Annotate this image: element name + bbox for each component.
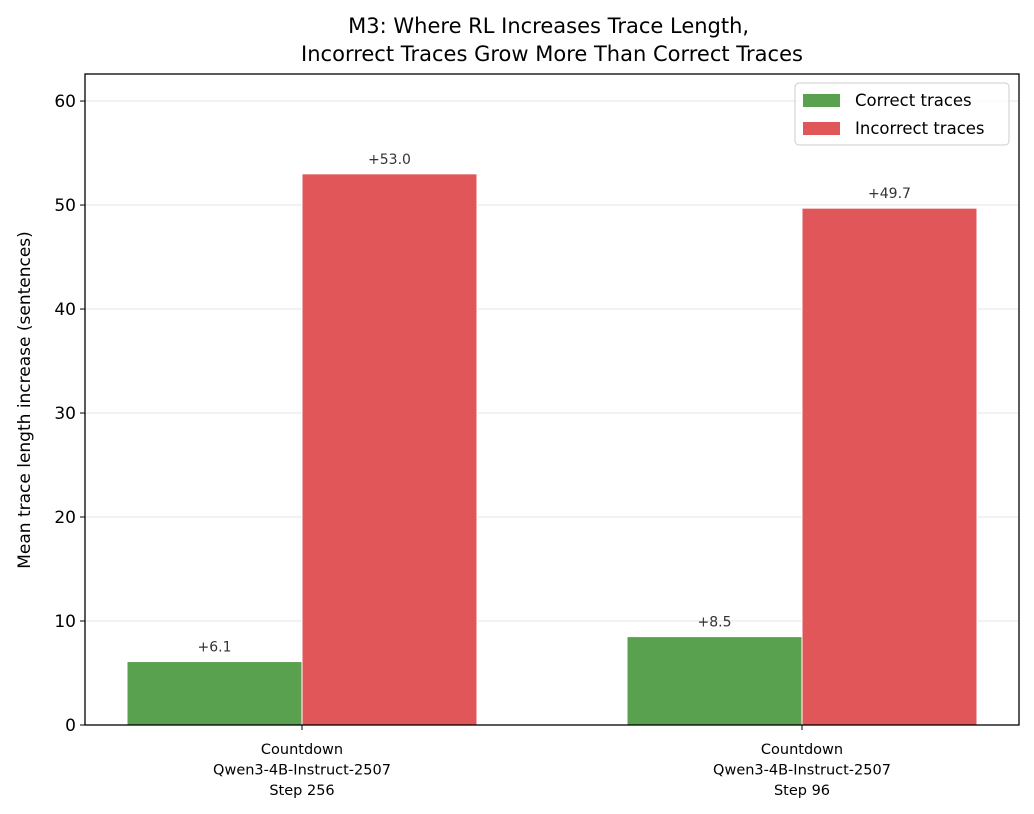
y-tick-label: 40 xyxy=(54,300,76,320)
y-tick-label: 60 xyxy=(54,92,76,112)
bars xyxy=(126,173,978,726)
data-label: +6.1 xyxy=(198,640,232,656)
y-tick-label: 50 xyxy=(54,196,76,216)
legend: Correct traces Incorrect traces xyxy=(794,82,1010,146)
bar-correct xyxy=(626,636,803,726)
legend-label: Incorrect traces xyxy=(855,119,985,138)
data-label: +8.5 xyxy=(698,615,732,631)
x-tick-label: Countdown Qwen3-4B-Instruct-2507 Step 96 xyxy=(713,742,891,799)
legend-box xyxy=(794,82,1010,146)
x-tick-label: Countdown Qwen3-4B-Instruct-2507 Step 256 xyxy=(213,742,391,799)
chart-title: M3: Where RL Increases Trace Length, Inc… xyxy=(301,14,803,66)
bar-incorrect xyxy=(301,173,478,726)
legend-swatch xyxy=(803,122,840,135)
y-tick-label: 0 xyxy=(65,716,76,736)
data-labels: +6.1 +53.0 +8.5 +49.7 xyxy=(198,152,911,656)
data-label: +49.7 xyxy=(868,186,911,202)
legend-label: Correct traces xyxy=(855,91,972,110)
y-tick-label: 20 xyxy=(54,508,76,528)
y-tick-label: 30 xyxy=(54,404,76,424)
y-axis-label: Mean trace length increase (sentences) xyxy=(15,231,35,569)
y-axis-ticks: 0 10 20 30 40 50 60 xyxy=(54,92,85,736)
legend-swatch xyxy=(803,94,840,107)
x-axis-ticks: Countdown Qwen3-4B-Instruct-2507 Step 256 C… xyxy=(213,725,891,799)
bar-incorrect xyxy=(801,207,978,726)
bar-correct xyxy=(126,661,303,726)
data-label: +53.0 xyxy=(368,152,411,168)
gridlines xyxy=(85,100,1019,726)
plot-frame xyxy=(84,73,1020,726)
y-tick-label: 10 xyxy=(54,612,76,632)
